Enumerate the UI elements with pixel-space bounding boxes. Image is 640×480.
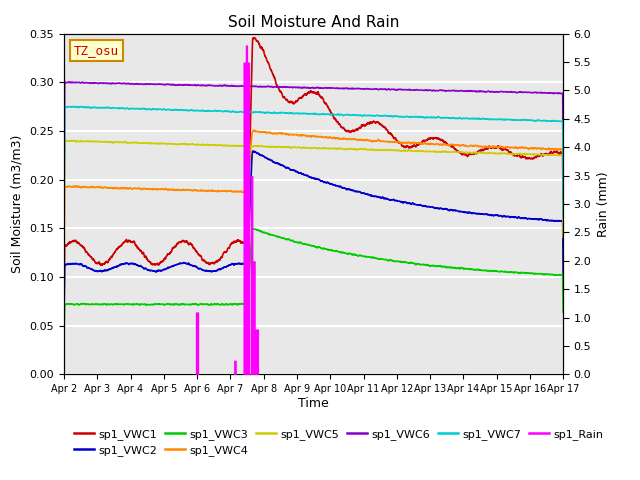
sp1_VWC2 (249, 148, 257, 154)
sp1_VWC6 (496, 89, 504, 95)
Text: TZ_osu: TZ_osu (74, 44, 119, 57)
sp1_VWC3 (273, 233, 281, 239)
sp1_VWC3 (60, 336, 68, 342)
sp1_VWC4 (550, 146, 557, 152)
sp1_VWC1 (147, 260, 154, 265)
sp1_VWC4 (273, 131, 281, 137)
sp1_VWC6 (60, 225, 68, 231)
sp1_VWC5 (559, 235, 567, 240)
sp1_VWC2 (550, 218, 557, 224)
sp1_VWC6 (117, 81, 125, 86)
sp1_VWC6 (559, 196, 567, 202)
sp1_VWC1 (550, 149, 557, 155)
sp1_VWC2 (496, 213, 504, 219)
Line: sp1_VWC5: sp1_VWC5 (64, 140, 563, 258)
sp1_VWC1 (273, 83, 281, 88)
sp1_VWC1 (250, 35, 258, 40)
Y-axis label: Soil Moisture (m3/m3): Soil Moisture (m3/m3) (11, 135, 24, 273)
sp1_VWC5 (550, 152, 557, 158)
Title: Soil Moisture And Rain: Soil Moisture And Rain (228, 15, 399, 30)
sp1_VWC2 (252, 149, 259, 155)
Line: sp1_VWC6: sp1_VWC6 (64, 82, 563, 228)
sp1_VWC5 (117, 139, 125, 145)
sp1_VWC5 (60, 255, 68, 261)
sp1_VWC1 (496, 145, 504, 151)
Y-axis label: Rain (mm): Rain (mm) (597, 171, 610, 237)
Line: sp1_VWC7: sp1_VWC7 (64, 107, 563, 240)
sp1_VWC4 (496, 144, 504, 150)
sp1_VWC7 (550, 118, 557, 124)
sp1_VWC4 (250, 127, 258, 133)
Line: sp1_VWC4: sp1_VWC4 (64, 130, 563, 281)
sp1_VWC7 (60, 238, 68, 243)
sp1_VWC1 (559, 234, 567, 240)
sp1_VWC7 (61, 104, 68, 109)
sp1_VWC1 (117, 242, 125, 248)
sp1_VWC2 (273, 161, 281, 167)
sp1_VWC1 (60, 307, 68, 313)
sp1_VWC7 (117, 105, 125, 111)
sp1_VWC2 (147, 268, 154, 274)
sp1_VWC7 (147, 107, 155, 112)
sp1_VWC5 (147, 141, 155, 146)
sp1_VWC1 (252, 36, 259, 42)
X-axis label: Time: Time (298, 397, 329, 410)
sp1_VWC4 (117, 185, 125, 191)
sp1_VWC2 (60, 317, 68, 323)
Line: sp1_VWC2: sp1_VWC2 (64, 151, 563, 320)
Legend: sp1_VWC1, sp1_VWC2, sp1_VWC3, sp1_VWC4, sp1_VWC5, sp1_VWC6, sp1_VWC7, sp1_Rain: sp1_VWC1, sp1_VWC2, sp1_VWC3, sp1_VWC4, … (70, 424, 608, 460)
sp1_VWC3 (249, 226, 257, 231)
sp1_VWC5 (252, 143, 259, 149)
sp1_VWC5 (496, 150, 504, 156)
sp1_VWC3 (117, 301, 125, 307)
sp1_VWC3 (147, 301, 154, 307)
sp1_VWC6 (252, 84, 259, 89)
Line: sp1_VWC1: sp1_VWC1 (64, 37, 563, 310)
Line: sp1_VWC3: sp1_VWC3 (64, 228, 563, 339)
sp1_VWC7 (559, 214, 567, 219)
sp1_VWC7 (252, 109, 259, 115)
sp1_VWC5 (273, 144, 281, 150)
sp1_VWC6 (147, 81, 155, 87)
sp1_VWC3 (559, 310, 567, 315)
sp1_VWC4 (252, 129, 259, 134)
sp1_VWC7 (496, 117, 504, 122)
sp1_VWC4 (559, 231, 567, 237)
sp1_VWC2 (117, 262, 125, 267)
sp1_VWC5 (70, 137, 78, 143)
sp1_VWC3 (550, 272, 557, 278)
sp1_VWC7 (273, 110, 281, 116)
sp1_VWC2 (559, 275, 567, 281)
sp1_VWC4 (147, 186, 154, 192)
sp1_VWC6 (273, 84, 281, 90)
sp1_VWC6 (550, 91, 557, 96)
sp1_VWC4 (60, 278, 68, 284)
sp1_VWC6 (61, 79, 68, 85)
sp1_VWC3 (252, 226, 259, 232)
sp1_VWC3 (496, 269, 504, 275)
